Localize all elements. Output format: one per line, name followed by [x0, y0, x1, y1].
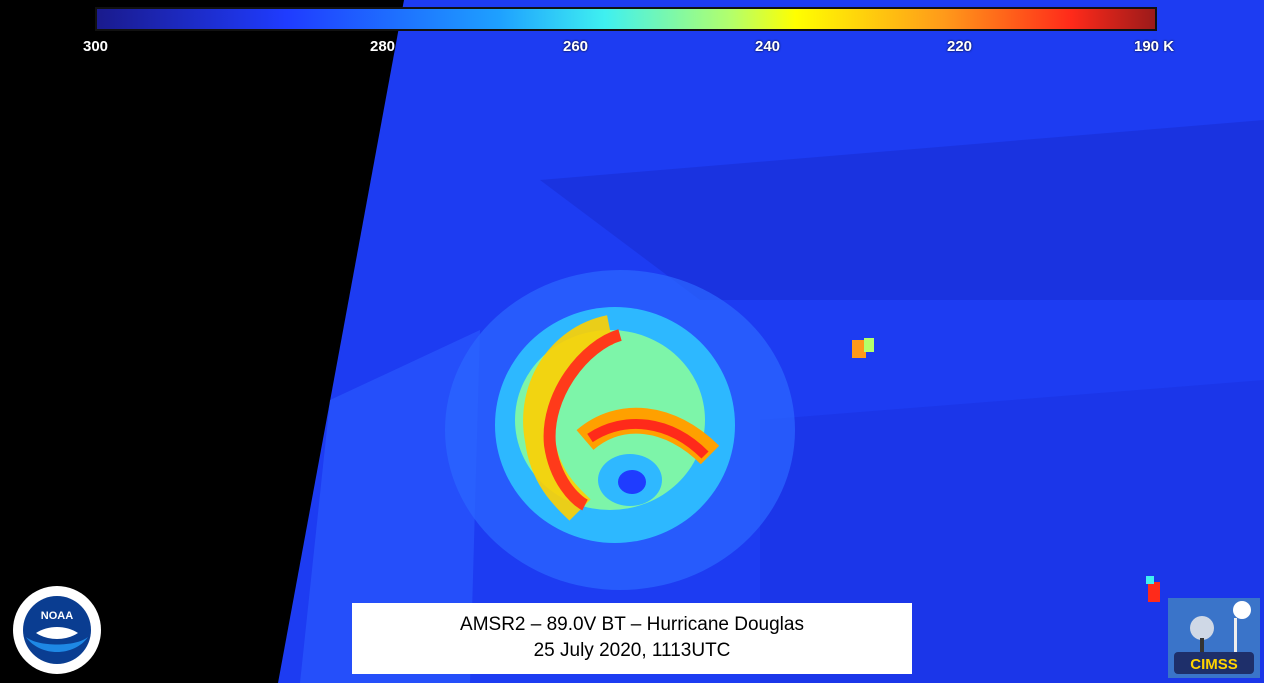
tick-label: 280: [370, 38, 396, 55]
convection-pixel: [852, 340, 866, 358]
noaa-logo-icon: NOAA: [12, 585, 102, 675]
tick-label: 260: [563, 38, 589, 55]
cimss-logo-text: CIMSS: [1190, 656, 1238, 673]
tick-label: 300: [83, 38, 109, 55]
caption-line-1: AMSR2 – 89.0V BT – Hurricane Douglas: [460, 614, 804, 635]
swath-band: [300, 330, 480, 683]
noaa-logo-text: NOAA: [41, 610, 73, 622]
storm-eye-center: [618, 470, 646, 494]
cimss-logo-icon: CIMSS: [1168, 598, 1260, 678]
rainband-inner-core: [587, 418, 709, 459]
colorbar-gradient: [95, 7, 1157, 31]
caption-line-2: 25 July 2020, 1113UTC: [533, 640, 731, 661]
swath-band: [540, 120, 1264, 300]
rainband-left-core: [543, 329, 622, 511]
tick-label: 190 K: [1134, 38, 1175, 55]
tick-label: 220: [947, 38, 973, 55]
tick-label: 240: [755, 38, 781, 55]
convection-pixel: [864, 338, 874, 352]
convection-pixel: [1148, 582, 1160, 602]
convection-pixel: [1146, 576, 1154, 584]
image-caption: AMSR2 – 89.0V BT – Hurricane Douglas 25 …: [352, 603, 912, 674]
